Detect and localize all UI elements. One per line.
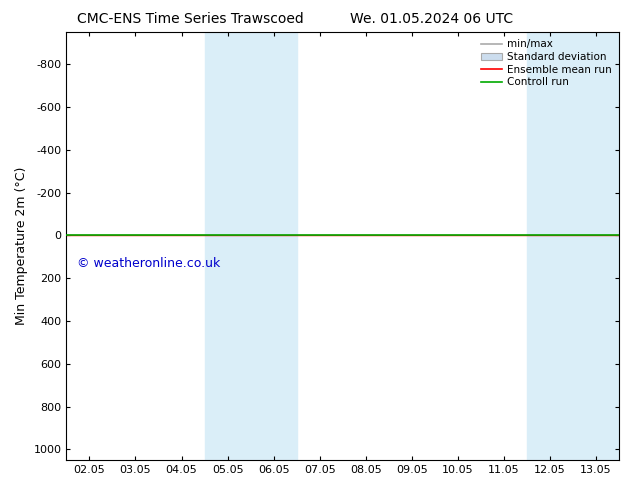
Legend: min/max, Standard deviation, Ensemble mean run, Controll run: min/max, Standard deviation, Ensemble me… <box>479 37 614 89</box>
Y-axis label: Min Temperature 2m (°C): Min Temperature 2m (°C) <box>15 167 28 325</box>
Text: We. 01.05.2024 06 UTC: We. 01.05.2024 06 UTC <box>349 12 513 26</box>
Text: © weatheronline.co.uk: © weatheronline.co.uk <box>77 257 221 270</box>
Bar <box>205 32 297 460</box>
Text: CMC-ENS Time Series Trawscoed: CMC-ENS Time Series Trawscoed <box>77 12 304 26</box>
Bar <box>527 32 619 460</box>
